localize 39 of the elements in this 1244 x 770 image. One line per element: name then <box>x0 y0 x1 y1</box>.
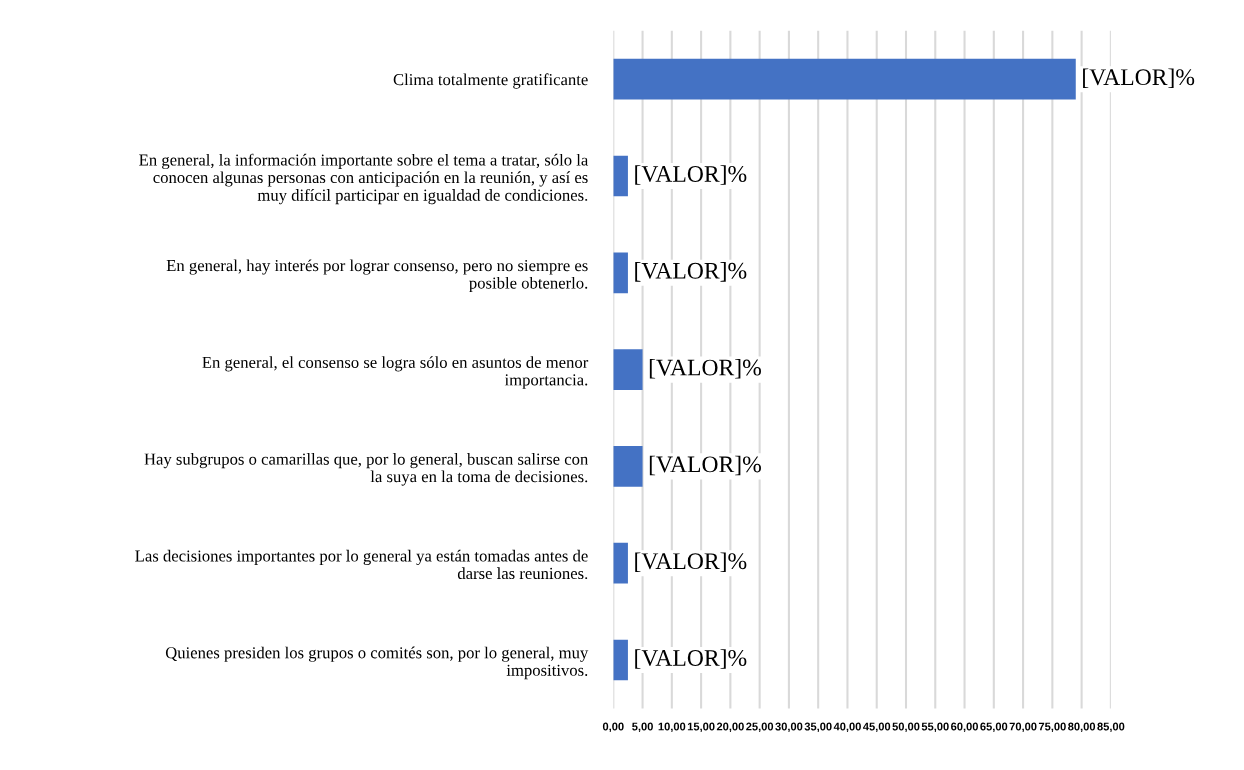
y-tick-label: Quienes presiden los grupos o comités son, por lo general, muy impositivos. <box>165 646 589 680</box>
y-tick-label: En general, el consenso se logra sólo en asuntos de menor importancia. <box>202 356 589 389</box>
x-tick-label: 25,00 <box>746 722 774 733</box>
x-tick-label: 75,00 <box>1038 722 1066 733</box>
x-tick-label: 5,00 <box>632 722 653 733</box>
x-tick-label: 65,00 <box>980 722 1008 733</box>
x-tick-label: 0,00 <box>602 722 624 733</box>
x-tick-label: 40,00 <box>833 722 861 733</box>
x-tick-label: 50,00 <box>892 722 920 733</box>
bar <box>613 349 643 390</box>
x-tick-label: 60,00 <box>951 722 978 733</box>
x-tick-label: 80,00 <box>1068 722 1096 733</box>
y-tick-label: Las decisiones importantes por lo general ya están tomadas antes de darse las reuniones. <box>135 549 588 580</box>
x-tick-label: 20,00 <box>716 722 744 733</box>
y-tick-label: En general, hay interés por lograr consenso, pero no siempre es posible obtenerlo. <box>166 259 588 293</box>
bar <box>613 58 1076 100</box>
x-tick-label: 35,00 <box>804 722 832 733</box>
x-tick-label: 55,00 <box>921 722 949 733</box>
y-tick-label: Hay subgrupos o camarillas que, por lo general, buscan salirse con la suya en la toma de decisiones. <box>144 453 589 486</box>
bar <box>613 155 628 197</box>
bar <box>613 542 628 584</box>
y-tick-label: Clima totalmente gratificante <box>393 73 588 89</box>
x-tick-label: 10,00 <box>658 722 686 733</box>
x-tick-label: 30,00 <box>775 722 803 733</box>
bar <box>613 446 643 487</box>
x-tick-label: 70,00 <box>1009 722 1037 733</box>
bar <box>613 252 628 294</box>
x-tick-label: 45,00 <box>862 722 891 733</box>
data-label: [VALOR]% <box>635 649 747 669</box>
x-tick-label: 85,00 <box>1097 722 1125 733</box>
bar <box>613 639 628 681</box>
data-label: [VALOR]% <box>649 358 761 379</box>
data-label: [VALOR]% <box>1083 68 1195 89</box>
data-label: [VALOR]% <box>635 552 747 573</box>
data-label: [VALOR]% <box>635 165 747 185</box>
data-label: [VALOR]% <box>649 455 761 476</box>
data-label: [VALOR]% <box>635 262 747 282</box>
x-tick-label: 15,00 <box>687 722 715 733</box>
y-tick-label: En general, la información importante sobre el tema a tratar, sólo la conocen algunas personas con anticipación en la reunión, y así es muy difícil participar en igualdad de condiciones. <box>139 153 589 205</box>
